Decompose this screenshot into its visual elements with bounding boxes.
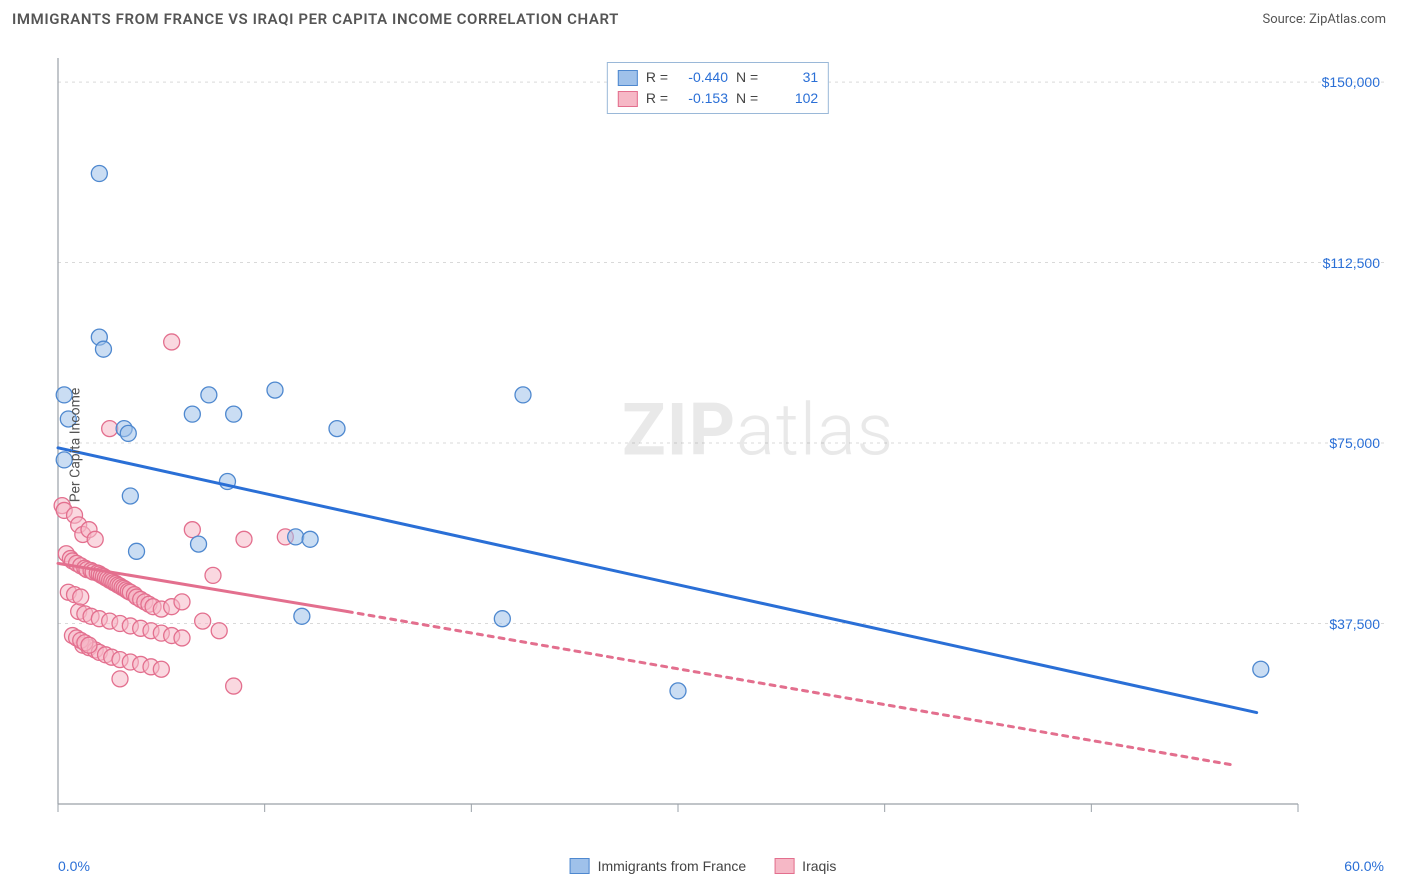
- correlation-stat-legend: R = -0.440 N = 31 R = -0.153 N = 102: [607, 62, 829, 114]
- chart-area: Per Capita Income ZIPatlas R = -0.440 N …: [50, 58, 1386, 832]
- chart-title: IMMIGRANTS FROM FRANCE VS IRAQI PER CAPI…: [12, 10, 619, 28]
- y-tick-label: $150,000: [1322, 74, 1380, 90]
- series-legend: Immigrants from France Iraqis: [570, 858, 837, 874]
- chart-header: IMMIGRANTS FROM FRANCE VS IRAQI PER CAPI…: [0, 0, 1406, 34]
- source-attribution: Source: ZipAtlas.com: [1262, 12, 1386, 27]
- x-axis-max-label: 60.0%: [1344, 858, 1384, 874]
- x-axis-min-label: 0.0%: [58, 858, 90, 874]
- legend-item-france: Immigrants from France: [570, 858, 747, 874]
- stat-row-france: R = -0.440 N = 31: [618, 67, 818, 88]
- y-axis-label: Per Capita Income: [67, 388, 83, 503]
- stat-row-iraqis: R = -0.153 N = 102: [618, 88, 818, 109]
- y-tick-label: $75,000: [1329, 435, 1380, 451]
- swatch-france: [570, 858, 590, 874]
- legend-item-iraqis: Iraqis: [774, 858, 836, 874]
- y-tick-label: $37,500: [1329, 616, 1380, 632]
- scatter-plot-svg: [50, 58, 1386, 832]
- y-tick-label: $112,500: [1323, 255, 1380, 271]
- swatch-iraqis: [618, 91, 638, 107]
- swatch-iraqis: [774, 858, 794, 874]
- swatch-france: [618, 70, 638, 86]
